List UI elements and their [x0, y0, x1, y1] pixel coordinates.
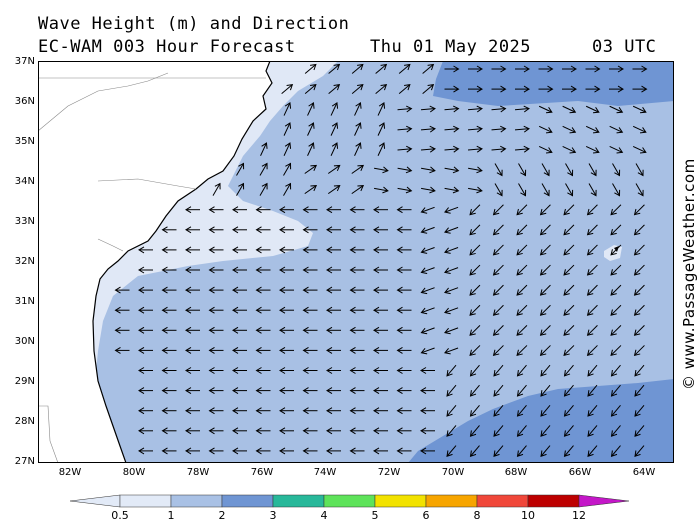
map-title: Wave Height (m) and Direction — [38, 14, 350, 34]
lon-label: 68W — [504, 467, 528, 478]
colorbar-segment — [476, 494, 529, 508]
map-canvas — [38, 61, 674, 463]
colorbar — [69, 494, 630, 508]
colorbar-label: 3 — [269, 509, 277, 522]
colorbar-label: 12 — [572, 509, 586, 522]
lat-label: 29N — [14, 376, 35, 387]
watermark: © www.PassageWeather.com — [680, 158, 698, 390]
lon-label: 76W — [250, 467, 274, 478]
colorbar-segment — [374, 494, 427, 508]
colorbar-segment — [527, 494, 580, 508]
lat-label: 35N — [14, 136, 35, 147]
lat-label: 37N — [14, 56, 35, 67]
lat-label: 33N — [14, 216, 35, 227]
lat-label: 31N — [14, 296, 35, 307]
colorbar-label: 4 — [320, 509, 328, 522]
colorbar-segment — [323, 494, 376, 508]
lon-label: 78W — [186, 467, 210, 478]
colorbar-under-triangle — [69, 494, 121, 508]
colorbar-label: 2 — [218, 509, 226, 522]
colorbar-segment — [170, 494, 223, 508]
colorbar-label: 0.5 — [111, 509, 129, 522]
colorbar-segment — [119, 494, 172, 508]
forecast-time: 03 UTC — [592, 37, 657, 57]
forecast-date: Thu 01 May 2025 — [370, 37, 532, 57]
lon-label: 64W — [632, 467, 656, 478]
colorbar-segment — [272, 494, 325, 508]
lon-label: 82W — [58, 467, 82, 478]
lat-label: 27N — [14, 456, 35, 467]
lat-label: 28N — [14, 416, 35, 427]
colorbar-over-triangle — [578, 494, 630, 508]
colorbar-label: 5 — [371, 509, 379, 522]
colorbar-label: 8 — [473, 509, 481, 522]
lat-label: 36N — [14, 96, 35, 107]
ocean-band-2-3m-north — [433, 61, 674, 106]
colorbar-segment — [425, 494, 478, 508]
colorbar-label: 10 — [521, 509, 535, 522]
colorbar-segment — [221, 494, 274, 508]
colorbar-label: 1 — [167, 509, 175, 522]
colorbar-label: 6 — [422, 509, 430, 522]
lat-label: 34N — [14, 176, 35, 187]
lon-label: 66W — [568, 467, 592, 478]
lat-label: 32N — [14, 256, 35, 267]
lon-label: 70W — [441, 467, 465, 478]
lon-label: 72W — [377, 467, 401, 478]
lon-label: 80W — [122, 467, 146, 478]
lat-label: 30N — [14, 336, 35, 347]
forecast-label: EC-WAM 003 Hour Forecast — [38, 37, 296, 57]
wave-height-map — [38, 61, 674, 463]
lon-label: 74W — [313, 467, 337, 478]
